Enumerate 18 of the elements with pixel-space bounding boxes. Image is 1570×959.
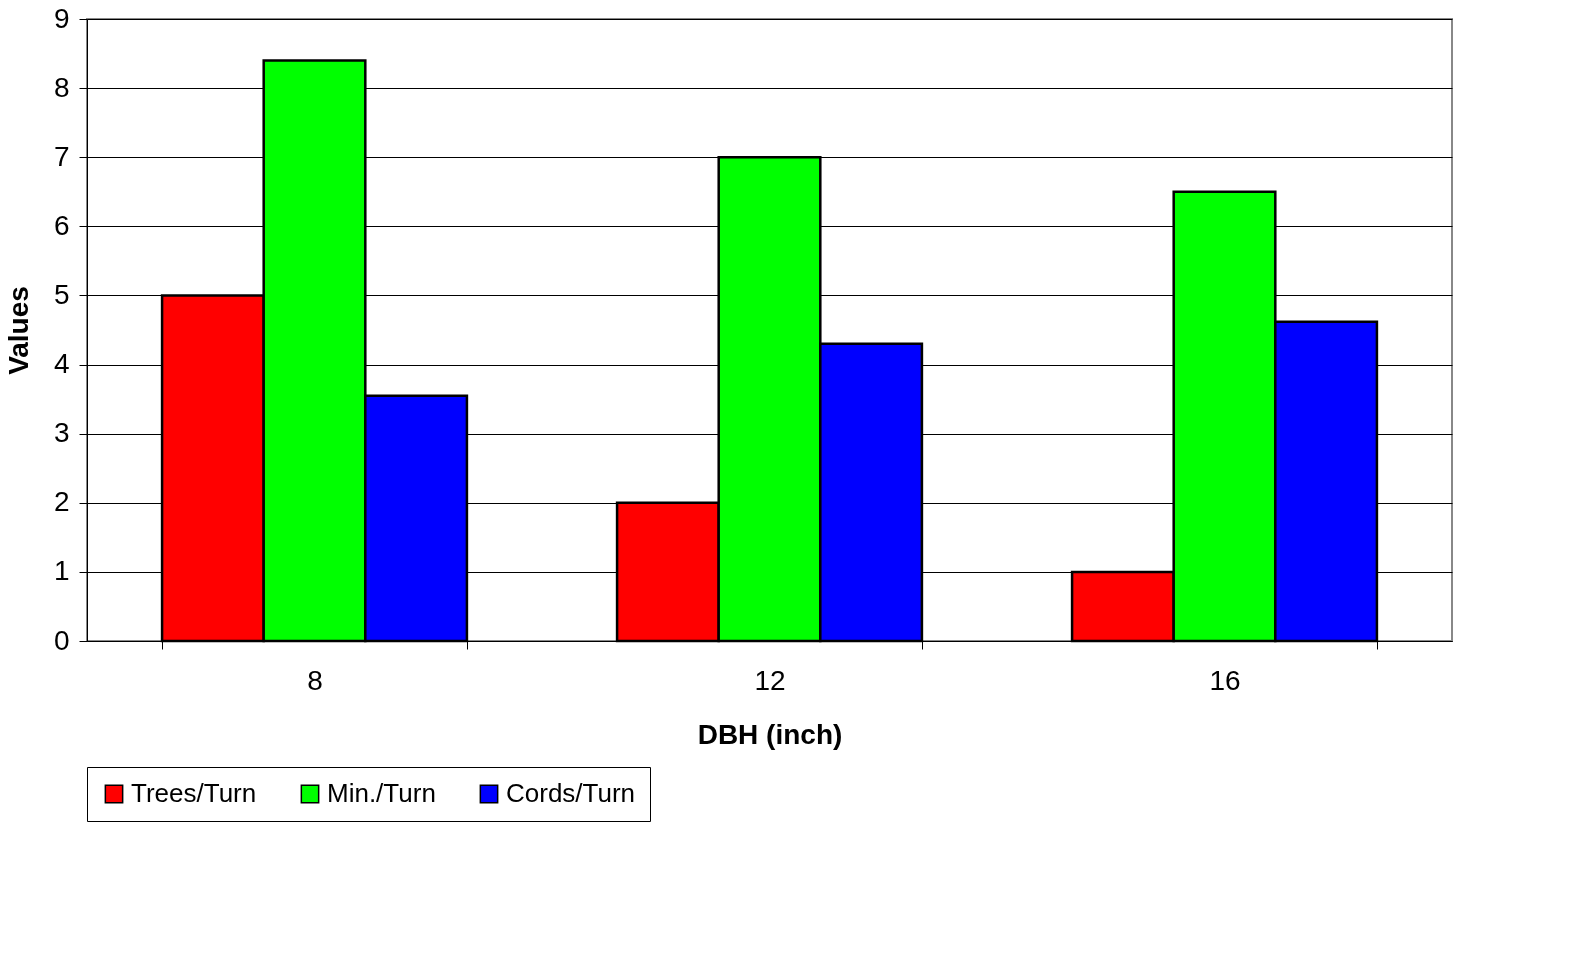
legend-label: Cords/Turn bbox=[506, 778, 636, 808]
y-axis-title: Values bbox=[2, 286, 34, 375]
y-tick-label: 1 bbox=[53, 555, 70, 587]
y-tick-label: 3 bbox=[53, 417, 70, 449]
x-tick-label: 8 bbox=[307, 664, 323, 696]
y-tick-label: 2 bbox=[53, 486, 70, 518]
y-tick-label: 7 bbox=[53, 140, 70, 172]
x-tick-label: 16 bbox=[1209, 664, 1241, 696]
y-tick-label: 5 bbox=[53, 278, 70, 310]
y-tick-label: 9 bbox=[53, 2, 70, 34]
legend-label: Min./Turn bbox=[327, 778, 436, 808]
x-tick-label: 12 bbox=[754, 664, 786, 696]
y-tick-label: 4 bbox=[53, 348, 70, 380]
y-tick-label: 8 bbox=[53, 71, 70, 103]
y-tick-label: 0 bbox=[53, 624, 70, 656]
x-axis-title: DBH (inch) bbox=[697, 718, 843, 750]
legend-label: Trees/Turn bbox=[131, 778, 257, 808]
y-tick-label: 6 bbox=[53, 209, 70, 241]
